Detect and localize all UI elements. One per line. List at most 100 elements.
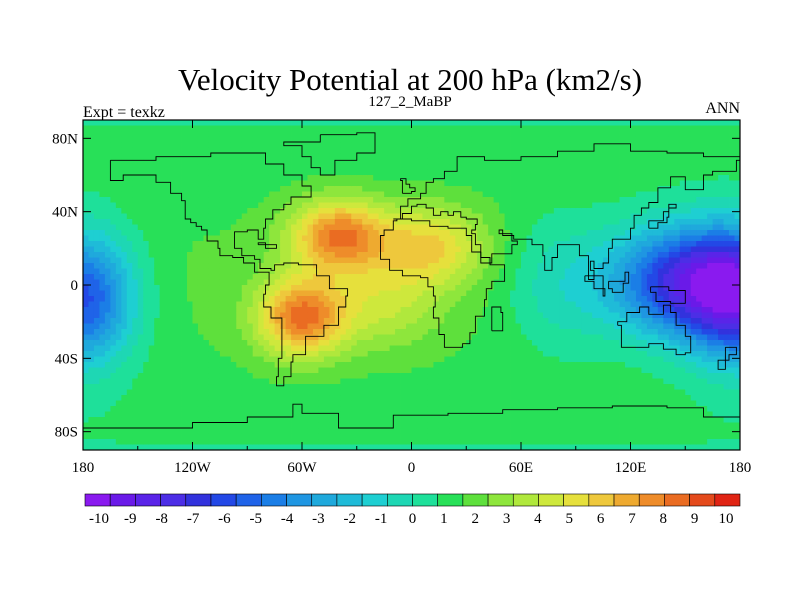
field-cell [225,169,232,176]
field-cell [312,417,319,423]
field-cell [197,307,204,313]
field-cell [367,406,374,412]
field-cell [466,439,473,445]
field-cell [143,142,150,148]
field-cell [329,142,336,148]
field-cell [395,340,401,346]
field-cell [466,252,473,258]
field-cell [137,428,144,434]
field-cell [126,197,133,203]
field-cell [176,340,182,346]
field-cell [126,406,133,412]
field-cell [323,257,330,264]
field-cell [296,202,303,209]
field-cell [296,422,303,429]
field-cell [291,175,297,181]
field-cell [88,384,95,390]
field-cell [258,351,265,357]
field-cell [192,224,199,231]
field-cell [247,186,254,192]
field-cell [296,125,303,132]
field-cell [126,290,133,297]
field-cell [329,224,336,231]
field-cell [296,268,303,275]
field-cell [427,208,434,214]
field-cell [433,213,440,220]
field-cell [269,180,276,187]
field-cell [187,147,193,154]
field-cell [356,219,363,225]
field-cell [181,395,188,401]
field-cell [334,428,341,434]
field-cell [416,213,423,220]
field-cell [499,268,505,275]
field-cell [395,219,401,225]
field-cell [510,230,516,236]
field-cell [455,417,462,423]
field-cell [373,136,380,143]
field-cell [88,362,95,368]
field-cell [466,362,473,368]
field-cell [241,191,248,198]
field-cell [395,191,401,198]
field-cell [340,318,347,324]
field-cell [88,406,95,412]
field-cell [312,367,319,374]
field-cell [302,268,308,275]
field-cell [154,219,161,225]
field-cell [230,444,237,450]
field-cell [126,142,133,148]
field-cell [236,395,243,401]
field-cell [318,241,325,247]
field-cell [537,191,544,198]
field-cell [143,164,150,170]
field-cell [471,384,478,390]
field-cell [416,422,423,429]
field-cell [521,329,527,335]
field-cell [367,241,374,247]
field-cell [504,164,511,170]
field-cell [104,164,111,170]
field-cell [334,208,341,214]
field-cell [427,219,434,225]
field-cell [411,186,418,192]
field-cell [449,169,456,176]
field-cell [400,323,407,330]
field-cell [208,142,215,148]
field-cell [499,406,505,412]
field-cell [110,417,117,423]
field-cell [192,164,199,170]
field-cell [197,340,204,346]
field-cell [203,373,210,379]
field-cell [433,411,440,418]
field-cell [252,257,259,264]
field-cell [427,296,434,302]
field-cell [389,406,396,412]
field-cell [362,246,369,253]
field-cell [104,147,111,154]
field-cell [411,417,418,423]
field-cell [384,136,391,143]
field-cell [422,153,429,159]
field-cell [334,279,341,286]
field-cell [499,164,505,170]
field-cell [225,246,232,253]
field-cell [438,131,445,137]
field-cell [329,164,336,170]
field-cell [93,186,100,192]
field-cell [488,180,495,187]
field-cell [236,131,243,137]
field-cell [214,312,221,319]
field-cell [236,186,243,192]
field-cell [455,395,462,401]
field-cell [521,411,527,418]
field-cell [411,147,418,154]
field-cell [510,120,516,126]
field-cell [241,180,248,187]
field-cell [93,164,100,170]
field-cell [165,180,171,187]
field-cell [400,208,407,214]
field-cell [460,252,467,258]
field-cell [488,268,495,275]
field-cell [422,169,429,176]
